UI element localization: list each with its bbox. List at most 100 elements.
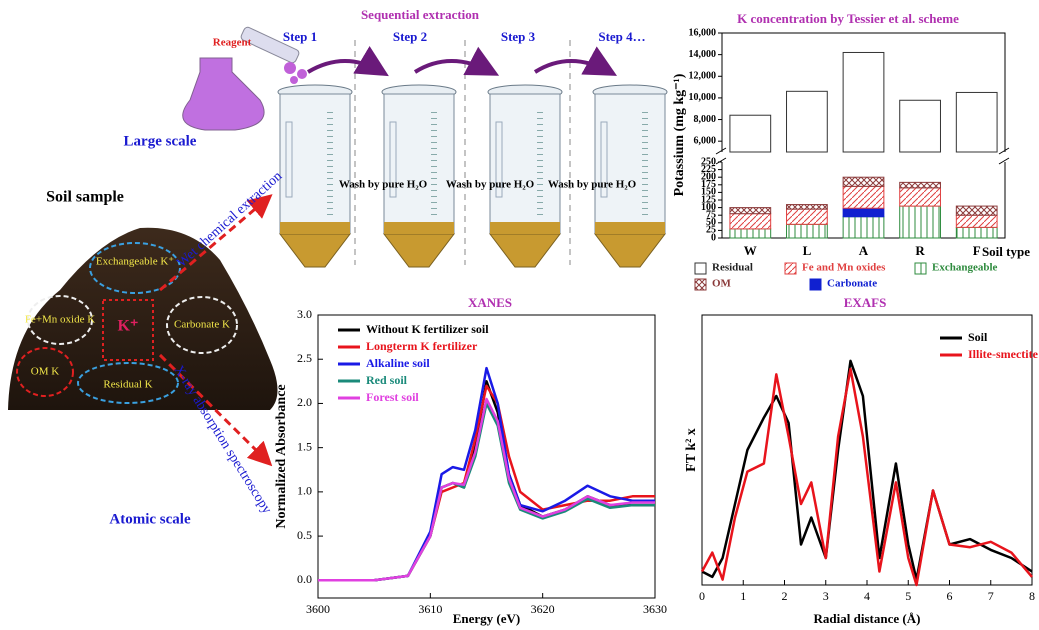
x-tick-label: 5 [905,589,911,603]
series-line [318,403,655,580]
pool-label: Carbonate K [174,319,230,331]
legend-swatch [810,279,821,290]
x-tick-label: L [803,243,812,258]
y-tick-label: 12,000 [689,71,717,82]
y-tick-label: 0.5 [297,528,312,542]
x-tick-label: A [859,243,869,258]
reagent-label: Reagent [213,37,252,49]
legend-swatch [785,263,796,274]
bar-segment [843,177,884,186]
series-line [318,386,655,581]
legend-swatch [695,279,706,290]
bar-segment [843,208,884,217]
bar-segment [787,205,828,210]
pool-label: Exchangeable K⁺ [96,256,174,268]
legend-label: Forest soil [366,390,419,404]
y-tick-label: 0.0 [297,572,312,586]
legend-label: Residual [712,262,753,274]
legend-label: Exchangeable [932,262,998,274]
bar-segment [956,92,997,152]
series-line [702,369,1032,585]
x-tick-label: 0 [699,589,705,603]
wash-label: Wash by pure H₂O [446,179,535,191]
x-tick-label: 3 [823,589,829,603]
legend-label: Without K fertilizer soil [366,322,489,336]
x-tick-label: 8 [1029,589,1035,603]
x-axis-label: Radial distance (Å) [814,611,921,626]
pool-label: OM K [31,366,59,378]
bar-segment [787,209,828,224]
x-axis-label: Soil type [982,244,1030,259]
step-arrow [535,61,610,72]
legend-swatch [915,263,926,274]
y-tick-label: 16,000 [689,27,717,38]
bar-segment [900,182,941,187]
bar-segment [900,100,941,152]
wash-label: Wash by pure H₂O [339,179,428,191]
graphical-abstract: Sequential extraction Reagent Step 1 Ste… [0,0,1039,630]
drop [284,62,296,74]
y-tick-label: 1.5 [297,439,312,453]
bar-segment [843,52,884,152]
center-k: K⁺ [118,318,139,335]
y-tick-label: 6,000 [694,135,717,146]
y-axis-label: FT k² x [684,428,699,472]
soil-sample-label: Soil sample [46,189,124,206]
y-tick-label: 2.0 [297,395,312,409]
x-tick-label: R [915,243,925,258]
y-tick-label: 1.0 [297,484,312,498]
tube [488,85,562,267]
legend-label: Red soil [366,373,408,387]
series-line [318,381,655,580]
wet-chemical-label: Wet chemical extraction [174,169,285,271]
x-tick-label: 4 [864,589,870,603]
x-tick-label: 3620 [531,602,555,616]
bar-segment [787,91,828,152]
wash-label: Wash by pure H₂O [548,179,637,191]
step-arrow [415,61,492,72]
tube [278,85,352,267]
tube [382,85,456,267]
y-tick-label: 8,000 [694,114,717,125]
legend-swatch [695,263,706,274]
x-tick-label: 7 [988,589,994,603]
legend-label: Fe and Mn oxides [802,262,886,274]
x-axis-label: Energy (eV) [453,611,521,626]
y-tick-label: 2.5 [297,351,312,365]
bar-segment [843,217,884,238]
legend-label: Soil [968,330,988,344]
pool-label: Fe+Mn oxide K [25,314,95,326]
bar-segment [900,206,941,238]
sequential-title: Sequential extraction [361,7,480,22]
y-axis-label: Potassium (mg kg⁻¹) [672,73,687,196]
bar-segment [730,214,771,229]
drop [290,76,298,84]
y-tick-label: 3.0 [297,307,312,321]
bar-segment [956,206,997,215]
bar-segment [730,208,771,214]
bar-segment [843,186,884,208]
bar-segment [730,115,771,152]
legend-label: Carbonate [827,278,877,290]
y-axis-label: Normalized Absorbance [274,384,289,528]
large-scale-label: Large scale [124,133,197,149]
legend-label: Illite-smectite [968,347,1039,361]
step-label: Step 1 [283,29,317,44]
x-tick-label: 3610 [418,602,442,616]
y-tick-label: 10,000 [689,92,717,103]
x-tick-label: 3600 [306,602,330,616]
x-tick-label: W [744,243,757,258]
atomic-scale-label: Atomic scale [109,511,191,527]
legend-label: Longterm K fertilizer [366,339,478,353]
x-tick-label: 3630 [643,602,667,616]
legend-label: OM [712,278,732,290]
bar-segment [900,188,941,206]
step-label: Step 4… [598,29,645,44]
y-tick-label: 14,000 [689,49,717,60]
bar-segment [956,215,997,227]
drop [297,69,307,79]
pool-label: Residual K [103,379,152,391]
tube [593,85,667,267]
step-arrow [308,61,382,72]
reagent-flask [183,58,264,130]
